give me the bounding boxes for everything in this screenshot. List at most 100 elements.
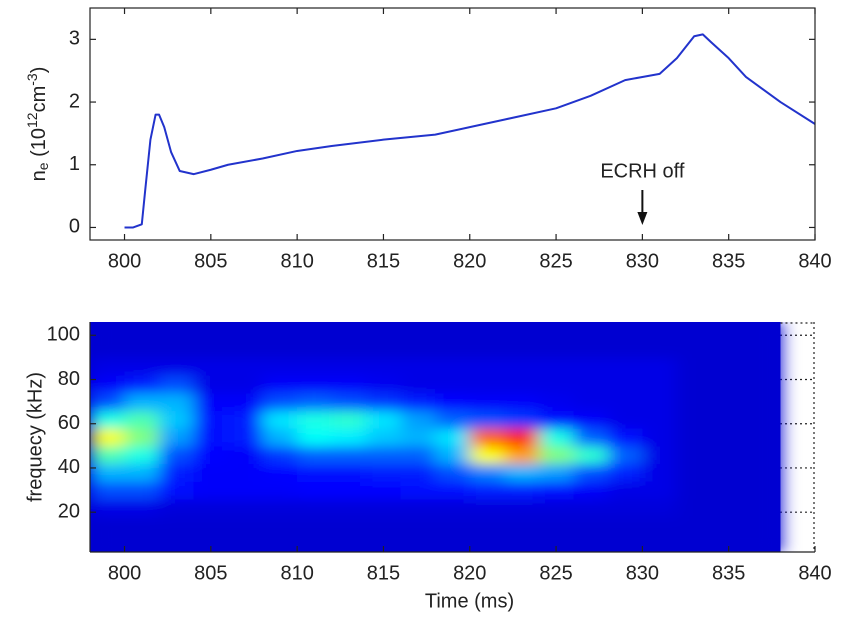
heatmap-cell xyxy=(400,445,436,465)
heatmap-cell xyxy=(538,428,574,447)
heatmap-cell xyxy=(642,322,678,341)
heatmap-cell xyxy=(469,428,505,447)
y-tick-label: 20 xyxy=(58,500,80,522)
heatmap-cell xyxy=(504,322,540,341)
heatmap-cell xyxy=(435,339,471,358)
heatmap-cell xyxy=(469,445,505,465)
heatmap-cell xyxy=(504,534,540,552)
heatmap-cell xyxy=(504,357,540,376)
heatmap-cell xyxy=(400,534,436,552)
annotation-arrow-head xyxy=(637,212,648,225)
heatmap-cell xyxy=(90,339,126,358)
heatmap-cell xyxy=(676,357,712,376)
x-tick-label: 820 xyxy=(453,250,486,272)
heatmap-cell xyxy=(297,322,333,341)
heatmap-cell xyxy=(711,534,747,552)
heatmap-cell xyxy=(676,339,712,358)
heatmap-cell xyxy=(366,481,402,500)
heatmap-cell xyxy=(159,445,195,465)
heatmap-cell xyxy=(538,322,574,341)
heatmap-cell xyxy=(469,516,505,535)
heatmap-cell xyxy=(676,428,712,447)
heatmap-cell xyxy=(331,481,367,500)
heatmap-cell xyxy=(366,516,402,535)
heatmap-cell xyxy=(90,498,126,518)
heatmap-cell xyxy=(538,498,574,518)
heatmap-cell xyxy=(745,375,781,394)
heatmap-cell xyxy=(676,498,712,518)
heatmap-cell xyxy=(538,445,574,465)
heatmap-cell xyxy=(228,357,264,376)
heatmap-cell xyxy=(228,339,264,358)
heatmap xyxy=(90,322,781,552)
y-label-sup: -3 xyxy=(24,73,40,86)
heatmap-cell xyxy=(642,516,678,535)
x-tick-label: 805 xyxy=(194,250,227,272)
heatmap-cell xyxy=(90,322,126,341)
heatmap-cell xyxy=(366,392,402,411)
heatmap-cell xyxy=(400,516,436,535)
heatmap-cell xyxy=(676,322,712,341)
heatmap-cell xyxy=(573,375,609,394)
heatmap-cell xyxy=(538,410,574,429)
x-axis-label: Time (ms) xyxy=(425,590,514,612)
heatmap-cell xyxy=(538,375,574,394)
heatmap-cell xyxy=(745,498,781,518)
heatmap-cell xyxy=(504,375,540,394)
heatmap-cell xyxy=(676,410,712,429)
heatmap-cell xyxy=(366,428,402,447)
heatmap-cell xyxy=(90,392,126,411)
heatmap-cell xyxy=(159,339,195,358)
heatmap-cell xyxy=(469,481,505,500)
y-label-sub: e xyxy=(35,162,51,170)
heatmap-cell xyxy=(642,481,678,500)
y-label-sup: 12 xyxy=(24,112,40,128)
heatmap-cell xyxy=(435,463,471,482)
heatmap-cell xyxy=(676,516,712,535)
x-tick-label: 815 xyxy=(367,562,400,584)
heatmap-cell xyxy=(573,463,609,482)
heatmap-cell xyxy=(90,445,126,465)
y-tick-label: 0 xyxy=(69,216,80,238)
heatmap-cell xyxy=(469,463,505,482)
heatmap-cell xyxy=(124,516,160,535)
heatmap-cell xyxy=(538,516,574,535)
heatmap-cell xyxy=(297,392,333,411)
heatmap-cell xyxy=(124,357,160,376)
heatmap-cell xyxy=(331,516,367,535)
heatmap-cell xyxy=(228,428,264,447)
heatmap-cell xyxy=(504,392,540,411)
heatmap-cell xyxy=(90,428,126,447)
heatmap-cell xyxy=(262,516,298,535)
y-tick-label: 100 xyxy=(47,324,80,346)
heatmap-cell xyxy=(676,375,712,394)
heatmap-cell xyxy=(90,410,126,429)
heatmap-cell xyxy=(124,392,160,411)
heatmap-cell xyxy=(573,357,609,376)
heatmap-cell xyxy=(642,410,678,429)
heatmap-cell xyxy=(124,322,160,341)
heatmap-cell xyxy=(676,463,712,482)
heatmap-cell xyxy=(435,498,471,518)
heatmap-cell xyxy=(297,534,333,552)
y-tick-label: 3 xyxy=(69,28,80,50)
heatmap-cell xyxy=(642,339,678,358)
heatmap-cell xyxy=(262,445,298,465)
heatmap-cell xyxy=(711,498,747,518)
heatmap-cell xyxy=(193,339,229,358)
heatmap-cell xyxy=(469,339,505,358)
heatmap-cell xyxy=(573,516,609,535)
heatmap-cell xyxy=(400,339,436,358)
heatmap-cell xyxy=(573,428,609,447)
heatmap-cell xyxy=(159,498,195,518)
heatmap-cell xyxy=(400,375,436,394)
heatmap-cell xyxy=(504,445,540,465)
heatmap-cell xyxy=(607,410,643,429)
heatmap-cell xyxy=(366,357,402,376)
heatmap-cell xyxy=(676,534,712,552)
heatmap-cell xyxy=(400,428,436,447)
heatmap-cell xyxy=(607,498,643,518)
heatmap-cell xyxy=(469,375,505,394)
heatmap-cell xyxy=(435,375,471,394)
heatmap-cell xyxy=(745,481,781,500)
